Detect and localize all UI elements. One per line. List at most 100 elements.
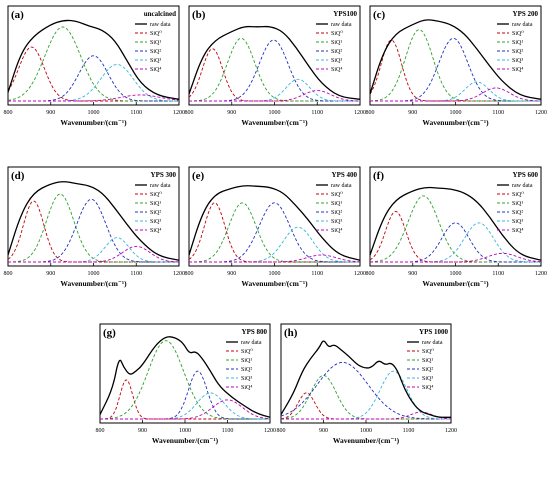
legend-label: SiQ¹	[512, 40, 523, 46]
legend-label: SiQ¹	[512, 201, 523, 207]
x-tick-label: 900	[408, 271, 417, 277]
legend-label: SiQ³	[150, 219, 161, 225]
panel-title: YPS100	[333, 10, 357, 18]
x-tick-label: 800	[185, 271, 194, 277]
component-curve-1	[370, 195, 541, 263]
x-tick-label: 1000	[269, 271, 281, 277]
legend-label: SiQ⁰	[241, 348, 253, 355]
raw-data-curve	[280, 340, 451, 418]
x-tick-label: 800	[277, 428, 286, 434]
legend-label: SiQ³	[512, 58, 523, 64]
x-tick-label: 1200	[535, 110, 547, 116]
x-axis-label: Wavenumber/(cm⁻¹)	[60, 118, 127, 127]
component-curve-4	[370, 252, 542, 263]
component-curve-4	[8, 245, 179, 263]
component-curve-3	[8, 64, 179, 102]
raw-data-curve	[7, 181, 180, 261]
panel-label: (a)	[11, 9, 24, 21]
x-tick-label: 900	[408, 110, 417, 116]
x-tick-label: 1100	[492, 271, 504, 277]
x-tick-label: 1000	[88, 271, 100, 277]
plot-frame	[280, 323, 452, 424]
raw-data-curve	[188, 185, 361, 261]
raw-data-curve	[188, 25, 361, 100]
x-tick-label: 900	[138, 428, 147, 434]
panel-title: YPS 200	[513, 10, 539, 18]
panel-0: (a) uncalcined raw data SiQ⁰ SiQ¹ SiQ² SiQ³ SiQ…	[4, 5, 185, 127]
component-curve-3	[189, 226, 360, 263]
x-tick-label: 1000	[450, 271, 462, 277]
component-curve-3	[370, 81, 541, 102]
legend-label: SiQ⁰	[150, 191, 162, 198]
panel-label: (h)	[284, 327, 298, 339]
component-curve-1	[370, 29, 541, 102]
component-curve-4	[189, 90, 360, 102]
plot-frame	[188, 166, 361, 267]
legend-label: SiQ⁴	[512, 228, 523, 234]
raw-data-curve	[369, 19, 542, 100]
raw-data-curve	[99, 336, 271, 418]
x-tick-label: 1100	[403, 428, 415, 434]
panel-title: YPS 400	[332, 171, 358, 179]
panel-3: (d) YPS 300 raw data SiQ⁰ SiQ¹ SiQ² SiQ³ SiQ⁴ 80…	[4, 166, 185, 288]
x-tick-label: 1200	[173, 271, 185, 277]
panel-label: (d)	[11, 170, 25, 182]
legend-label: SiQ³	[422, 376, 433, 382]
plot-frame	[369, 166, 542, 267]
legend-label: SiQ⁴	[150, 228, 161, 234]
panel-7: (h) YPS 1000 raw data SiQ⁰ SiQ¹ SiQ² SiQ³ SiQ⁴ 8…	[277, 323, 457, 445]
x-tick-label: 1200	[354, 110, 366, 116]
component-curve-2	[8, 55, 179, 102]
legend-label: SiQ¹	[150, 40, 161, 46]
component-curve-2	[8, 198, 179, 263]
x-tick-label: 1000	[179, 428, 191, 434]
x-tick-label: 1200	[445, 428, 457, 434]
x-tick-label: 1000	[360, 428, 372, 434]
legend-label: SiQ¹	[422, 358, 433, 364]
x-tick-label: 1100	[130, 110, 142, 116]
x-tick-label: 800	[4, 271, 13, 277]
panel-title: YPS 300	[151, 171, 177, 179]
component-curve-3	[189, 78, 360, 102]
x-tick-label: 800	[185, 110, 194, 116]
raw-data-curve	[369, 186, 542, 261]
x-axis-label: Wavenumber/(cm⁻¹)	[241, 279, 308, 288]
component-curve-4	[189, 254, 360, 263]
plot-frame	[188, 5, 361, 106]
x-tick-label: 800	[4, 110, 13, 116]
legend-label: SiQ¹	[331, 201, 342, 207]
legend-label: SiQ²	[422, 367, 433, 373]
x-axis-label: Wavenumber/(cm⁻¹)	[333, 436, 400, 445]
legend-label: SiQ³	[241, 376, 252, 382]
legend-label: raw data	[512, 22, 533, 28]
x-tick-label: 900	[46, 110, 55, 116]
x-tick-label: 1000	[269, 110, 281, 116]
x-tick-label: 900	[319, 428, 328, 434]
legend-label: SiQ⁰	[331, 30, 343, 37]
legend-label: SiQ⁴	[331, 228, 342, 234]
x-tick-label: 1200	[535, 271, 547, 277]
legend-label: SiQ⁴	[331, 67, 342, 73]
panel-title: uncalcined	[144, 10, 176, 18]
legend-label: SiQ⁰	[150, 30, 162, 37]
x-tick-label: 1100	[222, 428, 234, 434]
x-tick-label: 1100	[130, 271, 142, 277]
legend-label: SiQ²	[331, 49, 342, 55]
x-tick-label: 1200	[264, 428, 276, 434]
legend-label: raw data	[241, 340, 262, 346]
x-axis-label: Wavenumber/(cm⁻¹)	[422, 279, 489, 288]
component-curve-3	[370, 222, 541, 263]
panel-label: (g)	[103, 327, 116, 339]
x-tick-label: 800	[96, 428, 105, 434]
panel-label: (e)	[192, 170, 205, 182]
panel-2: (c) YPS 200 raw data SiQ⁰ SiQ¹ SiQ² SiQ³ SiQ⁴ 80…	[366, 5, 547, 127]
legend-label: SiQ⁰	[422, 348, 434, 355]
x-axis-label: Wavenumber/(cm⁻¹)	[152, 436, 219, 445]
legend-label: SiQ¹	[241, 358, 252, 364]
legend-label: raw data	[150, 183, 171, 189]
legend-label: SiQ⁴	[150, 67, 161, 73]
legend-label: SiQ³	[512, 219, 523, 225]
legend-label: raw data	[331, 22, 352, 28]
legend-label: SiQ²	[150, 49, 161, 55]
legend-label: SiQ³	[331, 219, 342, 225]
